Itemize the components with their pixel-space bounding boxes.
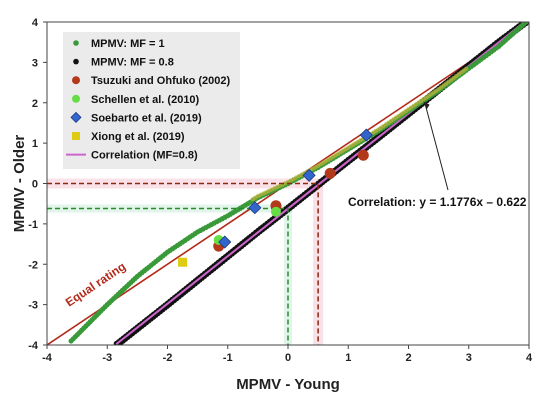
tsuzuki-point — [324, 167, 336, 179]
axes: -4 -3 -2 -1 0 1 2 3 4 -4 -3 -2 -1 0 1 2 3 4 — [28, 17, 533, 364]
soebarto-point — [302, 168, 316, 182]
correlation-annotation: Correlation: y = 1.1776x – 0.622 — [348, 195, 527, 209]
y-tick-label: -3 — [28, 300, 38, 312]
annotation-arrow-head — [423, 101, 430, 110]
legend-entry: Xiong et al. (2019) — [91, 131, 185, 143]
legend-marker — [72, 132, 80, 140]
soebarto-point — [218, 235, 232, 249]
legend-marker — [72, 76, 80, 85]
legend-entry: Soebarto et al. (2019) — [91, 112, 202, 124]
legend-entry: Schellen et al. (2010) — [91, 94, 200, 106]
x-tick-label: 2 — [405, 352, 411, 364]
legend-marker — [73, 40, 79, 46]
legend-entry: Correlation (MF=0.8) — [91, 150, 198, 162]
guide-line-brown — [47, 182, 319, 345]
x-tick-label: -2 — [163, 352, 173, 364]
guide-band-vertical — [313, 183, 324, 345]
annotation-arrow-line — [425, 105, 449, 191]
guide-band-vertical-green — [284, 208, 292, 345]
tsuzuki-point — [357, 149, 369, 161]
x-tick-label: -4 — [42, 352, 53, 364]
legend-marker — [70, 111, 82, 123]
legend-entry: Tsuzuki and Ohfuko (2002) — [91, 75, 230, 87]
mf1-overlay-point — [464, 66, 469, 71]
y-tick-label: -1 — [28, 219, 38, 231]
x-tick-label: 4 — [526, 352, 533, 364]
y-axis-label: MPMV - Older — [11, 135, 28, 233]
y-tick-label: 2 — [32, 98, 38, 110]
annotation-background — [343, 190, 525, 212]
y-tick-label: 3 — [32, 57, 38, 69]
x-tick-label: -3 — [102, 352, 112, 364]
soebarto-point — [248, 201, 262, 215]
mf1-point — [523, 22, 529, 25]
soebarto-point — [359, 128, 373, 142]
y-tick-label: 1 — [32, 138, 38, 150]
guide-line-green — [47, 207, 289, 345]
legend-marker — [72, 94, 80, 103]
plot-area — [47, 22, 529, 345]
x-tick-label: 1 — [345, 352, 351, 364]
y-tick-label: -2 — [28, 259, 38, 271]
x-axis-label: MPMV - Young — [236, 376, 340, 393]
xiong-point — [178, 257, 188, 267]
schellen-point — [270, 206, 281, 217]
legend-entry: MPMV: MF = 1 — [91, 38, 165, 50]
x-tick-label: -1 — [223, 352, 233, 364]
legend-entry: MPMV: MF = 0.8 — [91, 57, 174, 69]
legend: MPMV: MF = 1 MPMV: MF = 0.8 Tsuzuki and Oh… — [63, 32, 240, 169]
legend-marker — [73, 58, 79, 65]
legend-box — [63, 32, 240, 169]
y-tick-label: 4 — [32, 17, 39, 29]
y-tick-label: 0 — [32, 179, 38, 191]
x-tick-label: 3 — [466, 352, 472, 364]
y-tick-label: -4 — [28, 340, 39, 352]
x-tick-label: 0 — [285, 352, 291, 364]
